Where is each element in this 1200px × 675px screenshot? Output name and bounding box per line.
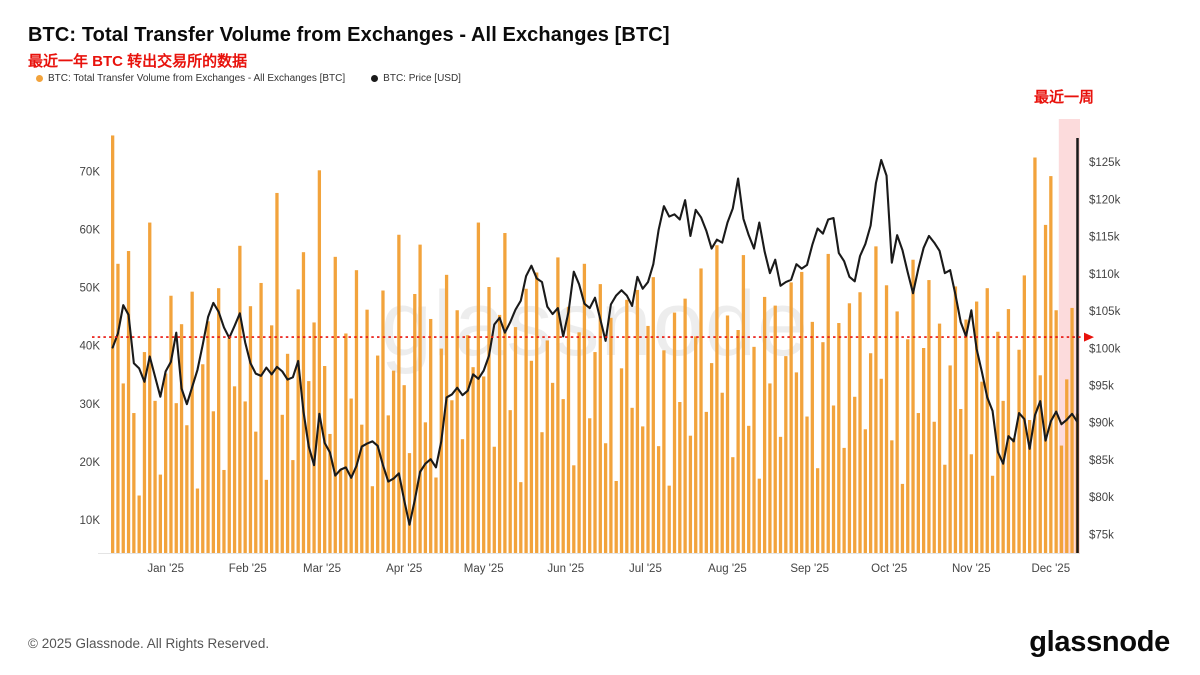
- recent-week-highlight: [1058, 119, 1080, 553]
- svg-text:Sep '25: Sep '25: [790, 563, 829, 575]
- glassnode-logo: glassnode: [1029, 626, 1170, 658]
- svg-text:Jul '25: Jul '25: [629, 563, 662, 575]
- svg-text:$95k: $95k: [1089, 381, 1114, 393]
- subtitle-cn: 最近一年 BTC 转出交易所的数据: [28, 53, 248, 70]
- svg-text:$85k: $85k: [1089, 455, 1114, 467]
- recent-week-annotation: 最近一周: [1033, 89, 1094, 106]
- svg-text:Dec '25: Dec '25: [1031, 563, 1070, 575]
- svg-text:$100k: $100k: [1089, 343, 1121, 355]
- volume-series-dot-icon: [36, 75, 43, 82]
- legend: BTC: Total Transfer Volume from Exchange…: [36, 73, 461, 84]
- left-axis-labels: 10K 20K 30K 40K 50K 60K 70K: [80, 167, 101, 527]
- reference-line-arrow-icon: [1084, 332, 1094, 342]
- svg-text:$110k: $110k: [1089, 269, 1120, 281]
- svg-text:70K: 70K: [80, 167, 101, 179]
- copyright-text: © 2025 Glassnode. All Rights Reserved.: [28, 636, 270, 651]
- svg-text:50K: 50K: [80, 283, 101, 295]
- svg-text:Oct '25: Oct '25: [871, 563, 907, 575]
- svg-text:Jun '25: Jun '25: [547, 563, 584, 575]
- svg-text:$120k: $120k: [1089, 194, 1121, 206]
- price-series-dot-icon: [371, 75, 379, 82]
- svg-text:30K: 30K: [80, 399, 101, 411]
- legend-item-price[interactable]: BTC: Price [USD]: [371, 73, 461, 84]
- svg-text:Feb '25: Feb '25: [229, 563, 267, 575]
- svg-text:$125k: $125k: [1089, 157, 1121, 169]
- legend-item-volume[interactable]: BTC: Total Transfer Volume from Exchange…: [36, 73, 345, 84]
- svg-text:40K: 40K: [80, 341, 101, 353]
- legend-price-label: BTC: Price [USD]: [383, 73, 461, 84]
- svg-text:10K: 10K: [80, 515, 101, 527]
- right-axis-labels: $75k $80k $85k $90k $95k $100k $105k $110k $115k…: [1089, 157, 1121, 541]
- svg-text:Aug '25: Aug '25: [708, 563, 747, 575]
- svg-text:$80k: $80k: [1089, 492, 1114, 504]
- svg-text:May '25: May '25: [464, 563, 504, 575]
- svg-text:$115k: $115k: [1089, 232, 1120, 244]
- svg-text:Mar '25: Mar '25: [303, 563, 341, 575]
- svg-text:Nov '25: Nov '25: [952, 563, 991, 575]
- svg-text:Apr '25: Apr '25: [386, 563, 422, 575]
- svg-text:20K: 20K: [80, 457, 101, 469]
- x-axis-labels: Jan '25 Feb '25 Mar '25 Apr '25 May '25 Jun '…: [147, 563, 1070, 575]
- legend-volume-label: BTC: Total Transfer Volume from Exchange…: [48, 73, 346, 84]
- price-line[interactable]: [111, 158, 1079, 526]
- svg-text:$90k: $90k: [1089, 418, 1114, 430]
- svg-text:60K: 60K: [80, 225, 101, 237]
- volume-bars[interactable]: [111, 135, 1079, 554]
- svg-text:$75k: $75k: [1089, 529, 1114, 541]
- svg-text:Jan '25: Jan '25: [147, 563, 184, 575]
- svg-text:$105k: $105k: [1089, 306, 1121, 318]
- page-title: BTC: Total Transfer Volume from Exchange…: [28, 24, 670, 46]
